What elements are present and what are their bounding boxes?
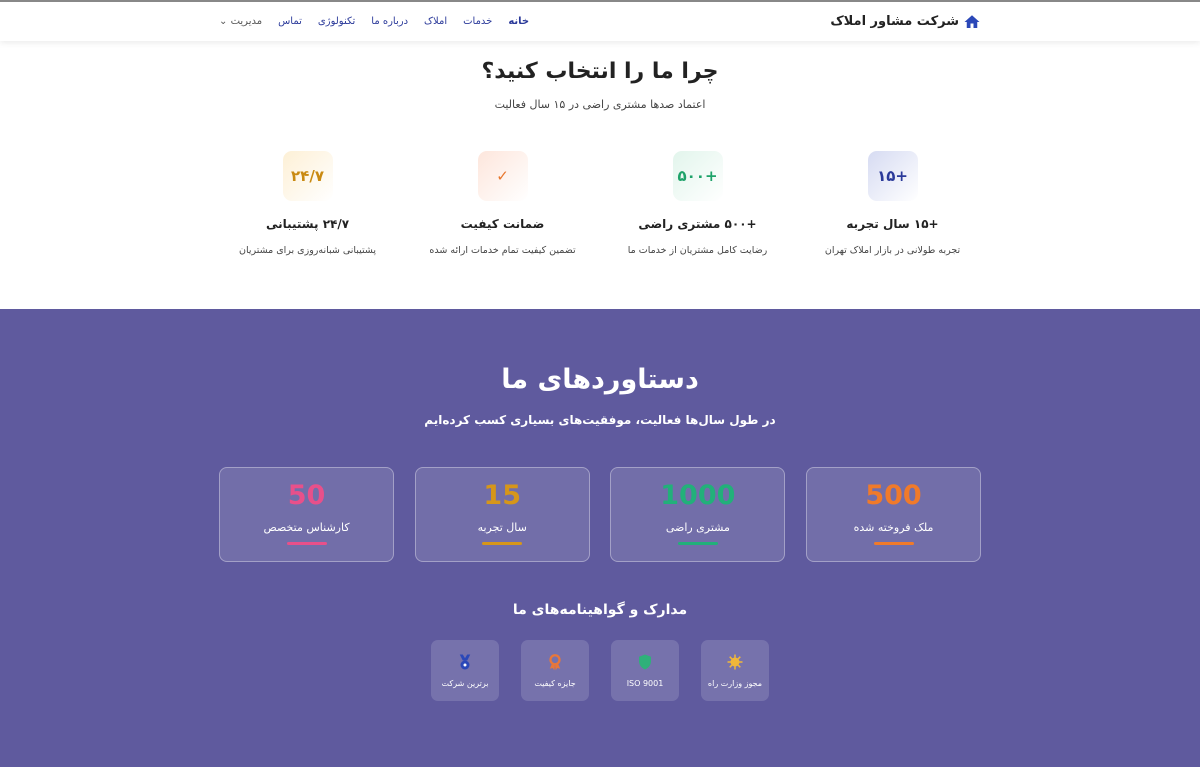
stat-value: 1000 [660, 480, 736, 511]
award-icon [549, 654, 561, 671]
section-subtitle: در طول سال‌ها فعالیت، موفقیت‌های بسیاری … [424, 413, 776, 427]
nav-properties[interactable]: املاک [424, 16, 448, 27]
feature-icon: +۵۰۰ [672, 151, 723, 201]
nav-contact[interactable]: تماس [278, 16, 302, 27]
stat-card: 50 کارشناس متخصص [219, 467, 395, 562]
nav-about[interactable]: درباره ما [371, 16, 409, 27]
feature-item: ✓ ضمانت کیفیت تضمین کیفیت تمام خدمات ارا… [405, 151, 600, 256]
stat-underline [677, 542, 718, 545]
certificate-item: جایزه کیفیت [521, 640, 589, 701]
feature-desc: تضمین کیفیت تمام خدمات ارائه شده [429, 245, 576, 256]
feature-title: ضمانت کیفیت [460, 217, 545, 231]
stat-underline [286, 542, 327, 545]
feature-desc: پشتیبانی شبانه‌روزی برای مشتریان [238, 245, 377, 256]
section-title: دستاوردهای ما [501, 364, 699, 395]
stat-card: 1000 مشتری راضی [610, 467, 786, 562]
feature-icon-text: ۲۴/۷ [291, 167, 324, 185]
dropdown-label: مدیریت [230, 16, 263, 27]
stat-label: ملک فروخته شده [853, 521, 934, 534]
feature-item: +۵۰۰ +۵۰۰ مشتری راضی رضایت کامل مشتریان … [600, 151, 795, 256]
brand-name: شرکت مشاور املاک [830, 14, 959, 29]
stat-label: سال تجربه [477, 521, 527, 534]
feature-title: ۲۴/۷ پشتیبانی [265, 217, 350, 231]
navbar: شرکت مشاور املاک خانه خدمات املاک درباره… [0, 0, 1200, 41]
certificate-label: برترین شرکت [441, 679, 489, 688]
feature-item: ۲۴/۷ ۲۴/۷ پشتیبانی پشتیبانی شبانه‌روزی ب… [210, 151, 405, 256]
certificate-item: ISO 9001 [611, 640, 679, 701]
certificate-item: برترین شرکت [431, 640, 499, 701]
nav-home[interactable]: خانه [508, 16, 530, 27]
feature-title: +۵۰۰ مشتری راضی [638, 217, 757, 231]
stat-value: 500 [865, 480, 922, 511]
shield-icon [639, 654, 651, 670]
feature-icon: ✓ [477, 151, 528, 201]
sun-badge-icon [727, 654, 743, 670]
stat-underline [873, 542, 914, 545]
achievements-section: دستاوردهای ما در طول سال‌ها فعالیت، موفق… [0, 309, 1200, 767]
feature-desc: تجربه طولانی در بازار املاک تهران [824, 245, 961, 256]
stat-value: 50 [287, 480, 326, 511]
certificates-title: مدارک و گواهینامه‌های ما [512, 602, 688, 618]
feature-icon-text: +۱۵ [877, 167, 908, 185]
stat-card: 15 سال تجربه [414, 467, 590, 562]
why-us-section: چرا ما را انتخاب کنید؟ اعتماد صدها مشتری… [0, 41, 1200, 309]
home-icon [964, 14, 980, 28]
brand-logo[interactable]: شرکت مشاور املاک [830, 13, 981, 31]
stat-underline [482, 542, 523, 545]
stat-label: مشتری راضی [665, 521, 730, 534]
stat-value: 15 [483, 480, 521, 511]
feature-icon-text: ✓ [496, 167, 509, 185]
section-subtitle: اعتماد صدها مشتری راضی در ۱۵ سال فعالیت [494, 98, 706, 111]
feature-title: +۱۵ سال تجربه [846, 217, 939, 231]
nav-management-dropdown[interactable]: مدیریت ⌄ [219, 16, 262, 27]
stat-card: 500 ملک فروخته شده [806, 467, 981, 562]
feature-desc: رضایت کامل مشتریان از خدمات ما [627, 245, 768, 256]
stat-label: کارشناس متخصص [263, 521, 350, 534]
feature-item: +۱۵ +۱۵ سال تجربه تجربه طولانی در بازار … [795, 151, 990, 256]
certificate-label: مجوز وزارت راه [707, 679, 763, 688]
certificate-label: ISO 9001 [626, 679, 664, 688]
feature-icon: +۱۵ [867, 151, 918, 201]
feature-icon-text: +۵۰۰ [677, 167, 718, 185]
section-title: چرا ما را انتخاب کنید؟ [481, 59, 719, 84]
feature-icon: ۲۴/۷ [282, 151, 333, 201]
nav-technology[interactable]: تکنولوژی [317, 16, 356, 27]
chevron-down-icon: ⌄ [219, 16, 228, 27]
certificate-item: مجوز وزارت راه [701, 640, 769, 701]
medal-icon [459, 654, 471, 670]
certificate-label: جایزه کیفیت [534, 679, 576, 688]
nav-services[interactable]: خدمات [463, 16, 493, 27]
